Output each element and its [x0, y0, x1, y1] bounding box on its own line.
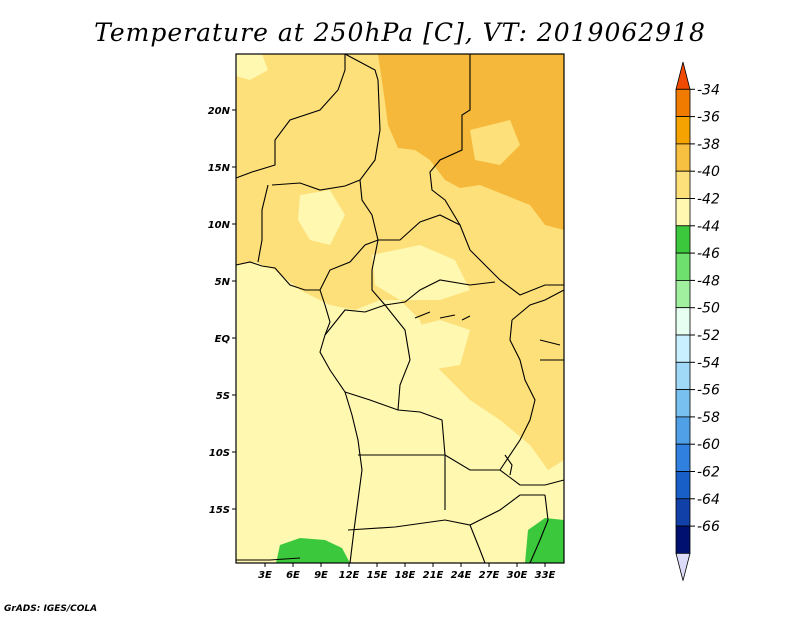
- lat-label: 10S: [209, 448, 230, 459]
- colorbar-label: -64: [697, 492, 720, 508]
- colorbar-label: -50: [697, 301, 720, 317]
- lat-label: 20N: [208, 106, 231, 117]
- lon-label: 9E: [314, 570, 328, 581]
- latitude-axis: 20N 15N 10N 5N EQ 5S 10S 15S: [208, 106, 236, 516]
- contour-pocket: [236, 54, 268, 80]
- colorbar-segment: [675, 252, 691, 281]
- contour-pocket: [372, 245, 470, 300]
- colorbar-segment: [675, 225, 691, 254]
- country-borders: [235, 53, 565, 564]
- lat-label: 5N: [215, 277, 231, 288]
- colorbar-label: -48: [697, 273, 720, 289]
- longitude-axis: 3E 6E 9E 12E 15E 18E 21E 24E 27E 30E 33E: [258, 563, 556, 581]
- colorbar-bottom-arrow: [675, 553, 691, 581]
- lon-label: 15E: [367, 570, 388, 581]
- lat-label: EQ: [215, 334, 231, 345]
- colorbar-label: -36: [697, 110, 720, 126]
- lon-label: 33E: [535, 570, 556, 581]
- colorbar-label: -54: [697, 355, 720, 371]
- temperature-map: [236, 54, 564, 563]
- lat-label: 15N: [208, 163, 231, 174]
- colorbar-segment: [675, 279, 691, 309]
- colorbar: -34 -36 -38 -40 -42 -44 -46 -48 -50 -52 -54 -56 -58 -…: [675, 61, 720, 581]
- colorbar-label: -52: [697, 328, 720, 344]
- colorbar-label: -40: [697, 164, 720, 180]
- colorbar-segment: [675, 198, 691, 227]
- colorbar-segment: [675, 471, 691, 500]
- lon-label: 21E: [423, 570, 444, 581]
- colorbar-segment: [675, 443, 691, 472]
- map-frame: [235, 53, 565, 564]
- colorbar-label: -56: [697, 383, 720, 399]
- lon-label: 18E: [395, 570, 416, 581]
- colorbar-segment: [675, 361, 691, 390]
- colorbar-segment: [675, 88, 691, 118]
- colorbar-top-arrow: [675, 61, 691, 90]
- colorbar-label: -46: [697, 246, 720, 262]
- lon-label: 3E: [258, 570, 272, 581]
- colorbar-label: -38: [697, 137, 720, 153]
- colorbar-label: -66: [697, 519, 720, 535]
- lon-label: 30E: [507, 570, 528, 581]
- colorbar-label: -42: [697, 192, 720, 208]
- lon-label: 24E: [451, 570, 472, 581]
- colorbar-label: -60: [697, 437, 720, 453]
- colorbar-segment: [675, 334, 691, 363]
- colorbar-segment: [675, 143, 691, 172]
- colorbar-segment: [675, 116, 691, 145]
- contour-fill-minus38: [378, 54, 564, 230]
- grads-credit: GrADS: IGES/COLA: [4, 604, 98, 614]
- contour-pocket: [470, 120, 520, 165]
- colorbar-segment: [675, 389, 691, 418]
- colorbar-segment: [675, 525, 691, 554]
- lat-label: 5S: [216, 391, 230, 402]
- colorbar-label: -44: [697, 219, 720, 235]
- lon-label: 27E: [479, 570, 500, 581]
- colorbar-segment: [675, 498, 691, 527]
- colorbar-segment: [675, 170, 691, 199]
- lon-label: 6E: [286, 570, 300, 581]
- contour-pocket: [298, 190, 345, 245]
- contour-pocket: [400, 320, 470, 370]
- colorbar-label: -34: [697, 82, 720, 98]
- contour-fill-minus44-west: [276, 538, 350, 563]
- map-title: Temperature at 250hPa [C], VT: 201906291…: [94, 18, 706, 47]
- lat-label: 15S: [209, 505, 230, 516]
- lon-label: 12E: [339, 570, 360, 581]
- colorbar-label: -62: [697, 465, 720, 481]
- colorbar-segment: [675, 416, 691, 445]
- lat-label: 10N: [208, 220, 231, 231]
- colorbar-segment: [675, 307, 691, 336]
- colorbar-label: -58: [697, 410, 720, 426]
